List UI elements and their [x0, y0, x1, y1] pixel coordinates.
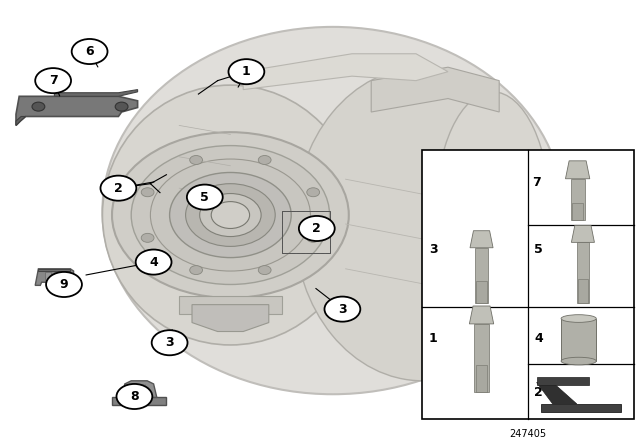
Bar: [541, 404, 621, 412]
Text: 7: 7: [532, 176, 541, 189]
Circle shape: [200, 194, 261, 237]
Circle shape: [324, 297, 360, 322]
Polygon shape: [537, 383, 577, 404]
Text: 8: 8: [130, 390, 139, 403]
Bar: [474, 324, 488, 392]
Circle shape: [186, 184, 275, 246]
Polygon shape: [16, 96, 138, 125]
Bar: [476, 365, 487, 392]
Bar: [282, 211, 330, 253]
Text: 247405: 247405: [509, 429, 547, 439]
Bar: [537, 376, 589, 385]
Polygon shape: [54, 90, 138, 96]
Circle shape: [141, 233, 154, 242]
Bar: [54, 272, 61, 280]
Text: 1: 1: [242, 65, 251, 78]
Bar: [422, 150, 634, 419]
Circle shape: [150, 159, 310, 271]
Text: 3: 3: [165, 336, 174, 349]
Polygon shape: [179, 296, 282, 314]
Polygon shape: [566, 161, 590, 179]
Circle shape: [152, 330, 188, 355]
Polygon shape: [371, 67, 499, 112]
Polygon shape: [122, 381, 157, 397]
Polygon shape: [16, 116, 26, 125]
Text: 6: 6: [85, 45, 94, 58]
Ellipse shape: [561, 357, 596, 365]
Polygon shape: [112, 397, 166, 405]
Circle shape: [115, 102, 128, 111]
Ellipse shape: [102, 27, 563, 394]
Circle shape: [112, 132, 349, 298]
Polygon shape: [572, 225, 595, 242]
Bar: [572, 203, 583, 220]
Circle shape: [189, 266, 202, 275]
Bar: [571, 179, 585, 220]
Text: 7: 7: [49, 74, 58, 87]
Text: 4: 4: [149, 255, 158, 269]
Circle shape: [116, 384, 152, 409]
Text: 2: 2: [312, 222, 321, 235]
Text: 3: 3: [429, 243, 437, 256]
Circle shape: [299, 216, 335, 241]
Text: 9: 9: [60, 278, 68, 291]
Bar: [578, 279, 588, 303]
Circle shape: [170, 172, 291, 258]
Circle shape: [32, 102, 45, 111]
Circle shape: [228, 59, 264, 84]
Circle shape: [211, 202, 250, 228]
Text: 1: 1: [429, 332, 438, 345]
Polygon shape: [38, 269, 70, 271]
Polygon shape: [469, 306, 493, 324]
Circle shape: [307, 188, 319, 197]
Polygon shape: [192, 305, 269, 332]
Circle shape: [259, 266, 271, 275]
Ellipse shape: [561, 314, 596, 323]
Circle shape: [307, 233, 319, 242]
Circle shape: [35, 68, 71, 93]
Ellipse shape: [294, 67, 550, 381]
Bar: [133, 384, 145, 396]
Polygon shape: [243, 54, 448, 90]
Text: 3: 3: [338, 302, 347, 316]
Text: 5: 5: [200, 190, 209, 204]
Circle shape: [187, 185, 223, 210]
Polygon shape: [35, 269, 74, 285]
Bar: [577, 242, 589, 303]
Circle shape: [46, 272, 82, 297]
Polygon shape: [470, 231, 493, 248]
Circle shape: [131, 146, 330, 284]
Text: 2: 2: [114, 181, 123, 195]
Bar: [561, 319, 596, 361]
Text: 5: 5: [534, 243, 543, 256]
Circle shape: [136, 250, 172, 275]
Text: 2: 2: [534, 385, 543, 399]
Circle shape: [100, 176, 136, 201]
Ellipse shape: [435, 92, 550, 338]
Bar: [45, 272, 51, 280]
Bar: [475, 248, 488, 303]
Circle shape: [72, 39, 108, 64]
Bar: [476, 281, 486, 303]
Circle shape: [259, 155, 271, 164]
Circle shape: [189, 155, 202, 164]
Circle shape: [141, 188, 154, 197]
Text: 4: 4: [534, 332, 543, 345]
Ellipse shape: [102, 85, 358, 345]
